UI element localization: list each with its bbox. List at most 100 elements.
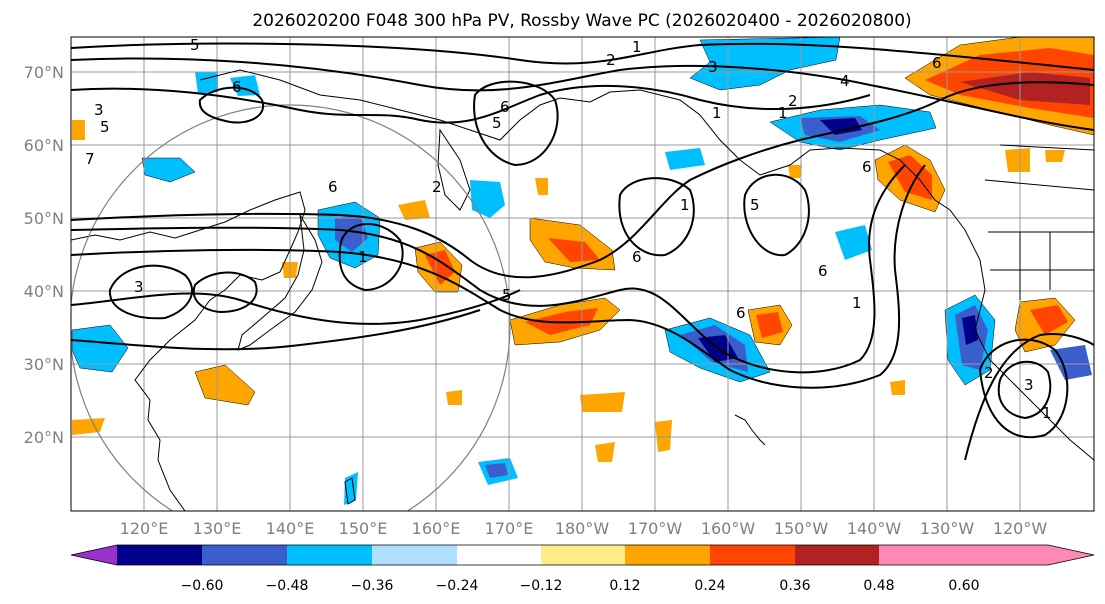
contour-label: 1 [778,104,788,122]
colorbar-tick: −0.60 [181,578,224,594]
coastlines [71,69,1094,511]
colorbar-tick: −0.12 [520,578,563,594]
coast-hawaii [734,414,766,446]
lat-label: 60°N [24,136,64,155]
coast-asia [71,191,306,511]
contour-8 [71,309,481,351]
contour-label: 6 [632,248,642,266]
lon-label: 160°W [701,519,756,538]
contour-label: 1 [1042,404,1052,422]
contour-label: 5 [492,114,502,132]
lat-label: 70°N [24,63,64,82]
colorbar-bin [457,545,541,565]
contour-label: 6 [500,98,510,116]
pv-contours [71,42,1094,461]
contour-label: 6 [328,178,338,196]
contour-label: 1 [712,104,722,122]
contour-1 [71,42,1094,71]
contour-loop-cutoff-low [978,338,1069,439]
negative-anomaly-tropics-core [485,463,508,478]
coast-kamchatka [437,128,471,211]
colorbar-bin [287,545,372,565]
contour-7 [71,289,521,325]
contour-label: 6 [736,304,746,322]
colorbar-tick: −0.36 [351,578,394,594]
positive-anomaly-small [446,390,462,405]
contour-loop-west-2 [192,271,258,314]
colorbar-outline [70,544,1095,566]
negative-anomaly-california-max [962,315,978,345]
colorbar-bin [541,545,625,565]
contour-label: 5 [100,118,110,136]
contour-label: 1 [852,294,862,312]
contour-label: 6 [862,158,872,176]
colorbar-tick: −0.24 [436,578,479,594]
colorbar-bin [879,545,964,565]
positive-anomaly-small-2 [890,380,905,395]
positive-anomaly-dateline-core [548,238,600,262]
colorbar-tick: 0.48 [863,578,894,594]
coast-philippines [344,477,356,505]
contour-label: 2 [606,51,616,69]
positive-anomaly-east-japan-core [425,250,455,285]
us-state-borders [988,231,1094,300]
colorbar-bin [372,545,457,565]
colorbar-under-arrow [71,545,117,565]
contour-label: 4 [840,72,850,90]
contour-label: 6 [818,262,828,280]
positive-anomaly-south-china [194,364,256,406]
colorbar: −0.60 −0.48 −0.36 −0.24 −0.12 0.12 0.24 … [70,544,1095,594]
positive-anomaly-west-edge [72,120,85,140]
negative-anomaly-bering [665,148,705,170]
lat-label: 30°N [24,355,64,374]
contour-label: 5 [502,286,512,304]
lon-label: 180°W [555,519,610,538]
contour-label: 6 [232,78,242,96]
contour-5 [71,164,906,374]
contour-label: 1 [632,38,642,56]
colorbar-tick: −0.48 [266,578,309,594]
positive-anomaly-southwest-us-core [1030,305,1068,335]
map-content: 1 2 3 4 2 1 6 5 6 5 6 7 1 6 5 6 1 5 3 2 … [71,36,1094,511]
contour-6 [71,164,926,389]
contour-label: 3 [1024,376,1034,394]
lon-label: 140°W [847,519,902,538]
positive-anomaly-kuril [398,200,430,220]
contour-label: 2 [432,178,442,196]
contour-label: 3 [708,58,718,76]
contour-3 [71,84,871,124]
contour-label: 7 [85,150,95,168]
negative-anomaly-mexico [1050,345,1092,380]
colorbar-over-arrow [964,545,1094,565]
positive-anomaly-hawaii-north-core [756,312,783,338]
lon-label: 140°E [266,519,315,538]
contour-label: 5 [190,36,200,54]
map-frame [70,36,1095,512]
contour-southwest [964,332,1094,461]
positive-anomaly-canada-interior-2 [1045,150,1065,162]
contour-label: 6 [932,54,942,72]
lon-label: 130°W [920,519,975,538]
lon-label: 170°E [485,519,534,538]
lon-label: 120°W [993,519,1048,538]
lon-label: 150°W [774,519,829,538]
lon-label: 130°E [193,519,242,538]
contour-label: 3 [134,278,144,296]
canada-borders [984,144,1094,191]
lat-label: 40°N [24,282,64,301]
colorbar-tick: 0.12 [609,578,640,594]
positive-anomaly-arctic-canada-max [960,72,1090,105]
lat-label: 20°N [24,428,64,447]
lon-label: 160°E [412,519,461,538]
contour-4 [71,81,1094,279]
negative-anomaly-gulf-alaska [835,225,872,260]
colorbar-bin [795,545,879,565]
positive-anomaly-small-3 [788,165,802,178]
contour-loop-cutoff-low-inner [997,360,1052,420]
range-circle [71,104,511,511]
lon-label: 150°E [339,519,388,538]
contour-loop-aleutians [618,177,695,257]
contour-label: 5 [750,196,760,214]
contour-label: 1 [358,248,368,266]
